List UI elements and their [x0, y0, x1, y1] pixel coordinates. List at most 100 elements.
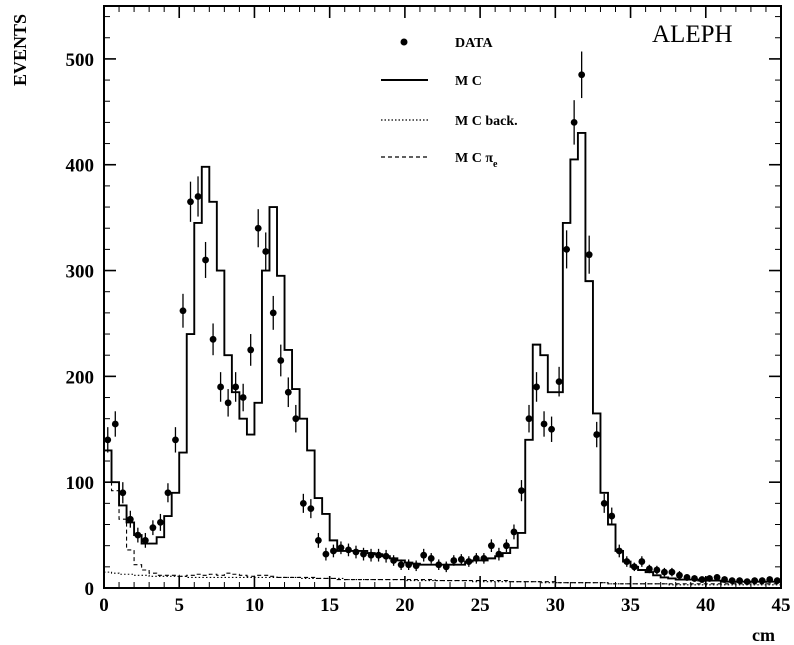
data-point [292, 404, 300, 433]
data-point [600, 493, 608, 513]
data-point [758, 577, 766, 584]
data-point [533, 372, 540, 402]
data-point [247, 334, 255, 366]
x-tick-label: 15 [320, 595, 339, 616]
y-tick-label: 300 [66, 262, 95, 283]
data-point [405, 559, 413, 571]
x-tick-label: 25 [471, 595, 490, 616]
data-point [661, 567, 668, 577]
data-point [254, 209, 262, 248]
legend-data-marker [400, 38, 408, 46]
data-point [480, 553, 488, 564]
data-point [615, 544, 623, 558]
data-point [277, 344, 285, 377]
data-point [360, 547, 367, 561]
data-point [397, 559, 405, 571]
y-tick-label: 500 [66, 50, 95, 71]
data-point [593, 421, 601, 448]
legend: DATA M C M C back. M C πe [381, 36, 518, 170]
data-point [698, 576, 706, 583]
y-axis-title: EVENTS [10, 14, 30, 86]
data-point [299, 493, 307, 513]
mc-total-line [104, 132, 781, 583]
data-point [209, 323, 217, 356]
data-point [570, 100, 578, 145]
data-point [194, 176, 202, 217]
data-point [224, 389, 232, 417]
data-point [713, 574, 721, 581]
legend-label-mc-pi-main: M C π [455, 151, 493, 166]
y-tick-label: 0 [85, 579, 95, 600]
x-tick-label: 0 [99, 595, 109, 616]
data-point [773, 577, 781, 584]
data-point [503, 539, 510, 553]
data-point [721, 576, 728, 583]
data-point [134, 527, 142, 543]
experiment-label: ALEPH [652, 21, 733, 48]
mc-histograms [104, 132, 781, 586]
x-tick-label: 45 [772, 595, 791, 616]
plot-frame [103, 5, 782, 589]
data-point [187, 181, 194, 222]
y-tick-label: 200 [66, 367, 95, 388]
data-point [179, 293, 187, 328]
data-points [104, 51, 781, 586]
y-tick-label: 400 [66, 156, 95, 177]
data-point [465, 556, 473, 567]
legend-label-mc-pi-sub: e [493, 159, 498, 170]
x-axis-title: cm [752, 625, 775, 645]
data-point [495, 547, 503, 561]
data-point [307, 499, 315, 519]
data-point [149, 520, 157, 536]
legend-label-mc-pi: M C πe [455, 151, 498, 170]
data-point [450, 555, 458, 566]
data-point [645, 564, 653, 574]
legend-label-data: DATA [455, 36, 493, 51]
data-point [111, 411, 119, 437]
data-point [706, 575, 713, 582]
data-point [232, 372, 240, 402]
data-point [630, 562, 638, 572]
data-point [683, 574, 691, 581]
data-point [126, 510, 134, 528]
data-point [269, 295, 277, 330]
axis-ticks [103, 6, 782, 589]
data-point [172, 427, 179, 453]
x-tick-label: 5 [174, 595, 184, 616]
data-point [487, 539, 495, 553]
x-tick-label: 30 [546, 595, 565, 616]
data-point [668, 567, 676, 577]
data-point [390, 555, 398, 566]
data-point [119, 482, 127, 504]
data-point [457, 554, 465, 565]
data-point [766, 576, 774, 583]
data-point [691, 575, 698, 582]
data-point [239, 383, 247, 412]
data-point [518, 480, 525, 502]
data-point [653, 565, 661, 575]
data-point [164, 483, 172, 503]
data-point [676, 571, 683, 580]
data-point [314, 532, 322, 548]
data-point [382, 549, 390, 563]
data-point [555, 366, 563, 397]
data-point [751, 577, 759, 584]
data-point [284, 377, 292, 408]
data-point [638, 556, 646, 567]
data-point [743, 578, 751, 586]
data-point [262, 232, 270, 271]
data-point [141, 532, 149, 548]
data-point [563, 230, 571, 269]
data-point [202, 241, 209, 278]
data-point [585, 235, 593, 274]
data-point [412, 560, 420, 572]
axis-tick-labels: 0 5 10 15 20 25 30 35 40 45 0 100 200 300 400 500 [66, 50, 791, 616]
data-point [540, 411, 548, 437]
data-point [736, 577, 744, 584]
data-point [728, 577, 736, 584]
data-point [578, 51, 586, 99]
legend-label-mc-back: M C back. [455, 114, 518, 129]
x-tick-label: 10 [245, 595, 264, 616]
data-point [420, 548, 428, 562]
